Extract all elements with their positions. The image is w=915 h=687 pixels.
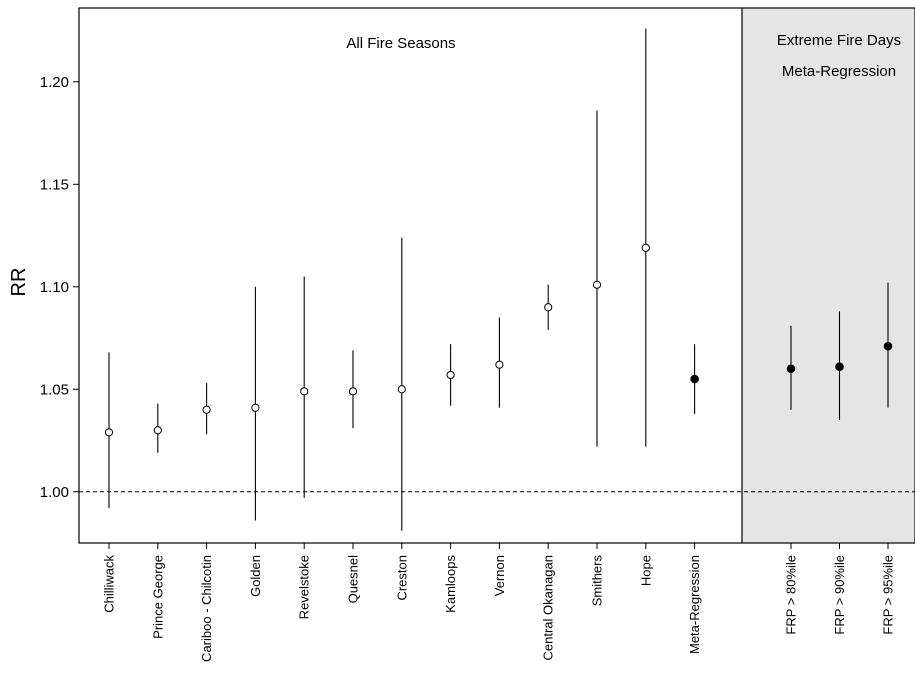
estimate-point-filled [786,364,796,374]
x-tick-label: Kamloops [443,555,458,613]
estimate-point-filled [883,341,893,351]
x-axis-labels: Chilliwack Prince George Cariboo - Chilcot… [102,543,896,662]
x-tick-label: Prince George [150,555,165,639]
x-tick-label: Hope [638,555,653,586]
x-tick-label: Golden [248,555,263,597]
x-tick-label: FRP > 80%ile [784,555,799,635]
panel-right-title-line1: Extreme Fire Days [777,32,901,49]
y-tick-label: 1.15 [40,176,69,193]
x-tick-label: FRP > 95%ile [881,555,896,635]
y-axis-ticks: 1.00 1.05 1.10 1.15 1.20 [40,74,79,501]
estimate-point-open [348,387,358,396]
chart-marks [104,28,893,531]
estimate-point-open [251,403,260,412]
estimate-point-open [495,360,504,369]
y-tick-label: 1.20 [40,74,69,91]
y-tick-label: 1.05 [40,381,69,398]
x-tick-label: Creston [394,555,409,601]
x-tick-label: FRP > 90%ile [832,555,847,635]
estimate-point-open [153,426,162,435]
estimate-point-open [397,385,406,394]
y-tick-label: 1.10 [40,279,69,296]
plot-frame [78,7,915,544]
estimate-point-open [104,428,114,437]
estimate-point-open [202,405,211,414]
x-tick-label: Revelstoke [297,555,312,619]
estimate-point-filled [835,362,844,372]
x-tick-label: Chilliwack [102,555,117,613]
x-tick-label: Smithers [590,555,605,607]
panel-right-title-line2: Meta-Regression [782,63,896,80]
estimate-point-filled [690,374,699,384]
x-tick-label: Quesnel [346,555,361,604]
y-axis-label: RR [8,268,30,297]
panel-left-title: All Fire Seasons [346,35,455,52]
x-tick-label: Central Okanagan [541,555,556,661]
x-tick-label: Meta-Regression [687,555,702,654]
estimate-point-open [446,370,455,380]
estimate-point-open [300,387,309,396]
panel-right-background [742,8,915,543]
estimate-point-open [641,243,650,252]
estimate-point-open [592,280,602,289]
y-tick-label: 1.00 [40,484,69,501]
estimate-point-open [544,303,553,312]
x-tick-label: Cariboo - Chilcotin [199,555,214,662]
x-tick-label: Vernon [492,555,507,596]
